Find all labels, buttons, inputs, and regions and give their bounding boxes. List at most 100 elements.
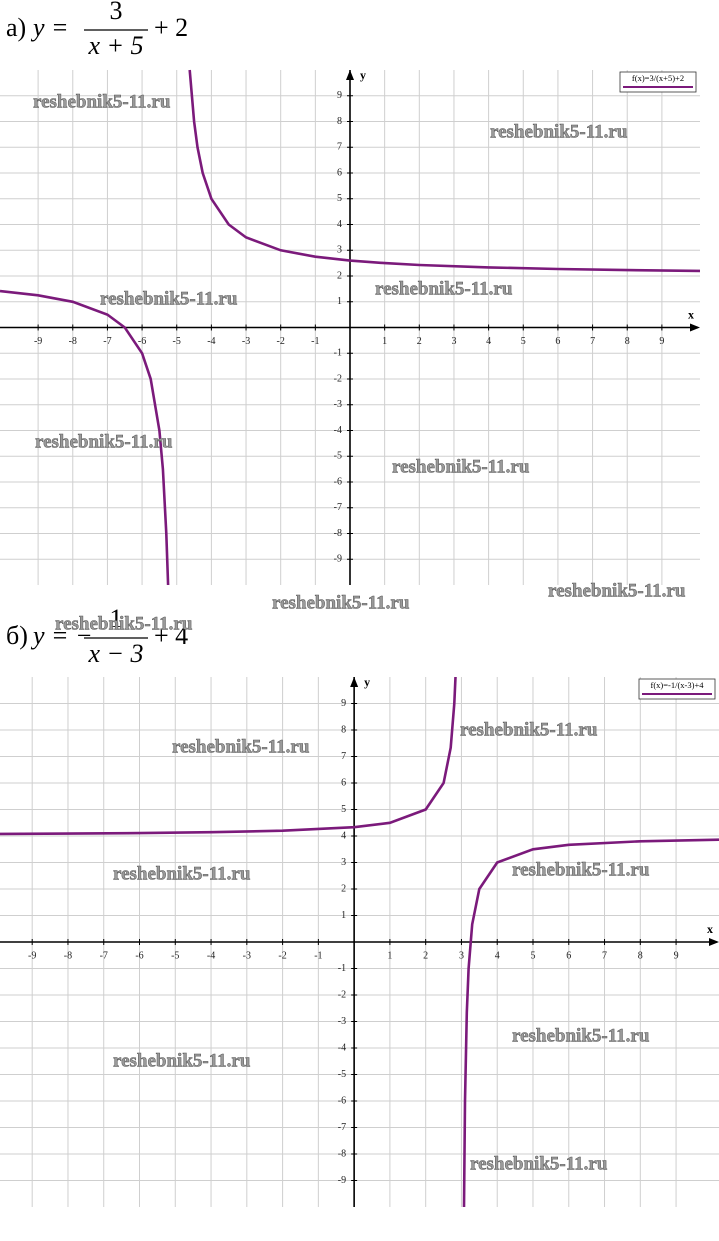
y-tick-label: -6 [334,476,342,487]
x-tick-label: 5 [521,336,526,347]
y-tick-label: 3 [341,857,346,868]
watermark: reshebnik5-11.ru [113,863,251,884]
x-tick-label: -4 [207,950,215,961]
x-tick-label: 1 [387,950,392,961]
x-tick-label: 8 [625,336,630,347]
function-curve [0,676,719,1208]
x-tick-label: 2 [423,950,428,961]
y-tick-label: 9 [337,90,342,101]
y-tick-label: 7 [341,751,346,762]
x-tick-label: -8 [64,950,72,961]
y-tick-label: 6 [337,167,342,178]
watermark: reshebnik5-11.ru [113,1050,251,1071]
x-tick-label: 9 [659,336,664,347]
x-tick-label: 1 [382,336,387,347]
y-tick-label: -8 [334,528,342,539]
formula-numerator: 3 [110,0,123,25]
y-tick-label: 1 [337,296,342,307]
y-tick-label: -4 [338,1042,346,1053]
watermark: reshebnik5-11.ru [512,859,650,880]
y-tick-label: -5 [338,1069,346,1080]
x-tick-label: -8 [69,336,77,347]
x-tick-label: 9 [674,950,679,961]
y-tick-label: -4 [334,425,342,436]
x-axis-label: x [707,922,713,936]
y-axis-label: y [364,675,370,689]
x-tick-label: 7 [590,336,595,347]
x-tick-label: -2 [278,950,286,961]
formula-label: б) [6,621,28,650]
x-tick-label: -7 [103,336,111,347]
x-tick-label: -2 [277,336,285,347]
formula-rest: + 4 [154,621,188,650]
y-tick-label: 1 [341,910,346,921]
formula-numerator: 1 [110,604,123,633]
y-axis-arrow [346,70,354,80]
x-tick-label: 7 [602,950,607,961]
y-tick-label: -2 [338,989,346,1000]
x-tick-label: -3 [242,336,250,347]
y-tick-label: -8 [338,1148,346,1159]
x-tick-label: -4 [207,336,215,347]
y-tick-label: -6 [338,1095,346,1106]
y-tick-label: -1 [334,348,342,359]
y-tick-label: 5 [337,193,342,204]
y-tick-label: 3 [337,245,342,256]
y-axis-arrow [350,677,359,687]
y-tick-label: 4 [341,830,346,841]
formula-lhs: y = − [30,621,93,650]
x-axis-arrow [709,938,719,946]
watermark: reshebnik5-11.ru [392,456,530,477]
x-axis-arrow [690,323,700,332]
x-tick-label: 6 [555,336,560,347]
y-tick-label: 9 [341,698,346,709]
x-tick-label: 3 [459,950,464,961]
y-tick-label: -9 [338,1175,346,1186]
y-tick-label: -3 [334,399,342,410]
watermark: reshebnik5-11.ru [100,288,238,309]
y-tick-label: 8 [341,724,346,735]
watermark: reshebnik5-11.ru [470,1153,608,1174]
y-tick-label: -3 [338,1016,346,1027]
legend-label: f(x)=3/(x+5)+2 [632,73,684,83]
watermark: reshebnik5-11.ru [55,613,193,634]
y-tick-label: 4 [337,219,342,230]
formula-label: а) [6,13,26,42]
y-tick-label: 2 [341,883,346,894]
watermark: reshebnik5-11.ru [375,278,513,299]
x-tick-label: -7 [100,950,108,961]
x-tick-label: -6 [135,950,143,961]
x-tick-label: 6 [566,950,571,961]
watermark: reshebnik5-11.ru [548,580,686,601]
watermark: reshebnik5-11.ru [490,121,628,142]
y-tick-label: -5 [334,451,342,462]
x-tick-label: -9 [28,950,36,961]
x-tick-label: 5 [530,950,535,961]
function-curve [0,69,701,586]
x-tick-label: -3 [243,950,251,961]
y-tick-label: 7 [337,142,342,153]
y-tick-label: -1 [338,963,346,974]
formula-rest: + 2 [154,13,188,42]
legend-label: f(x)=-1/(x-3)+4 [650,680,704,690]
watermark: reshebnik5-11.ru [35,431,173,452]
x-axis-label: x [688,307,694,321]
y-tick-label: -7 [338,1122,346,1133]
y-tick-label: 6 [341,777,346,788]
x-tick-label: -5 [173,336,181,347]
watermark: reshebnik5-11.ru [272,592,410,613]
x-tick-label: 2 [417,336,422,347]
formula-denominator: x − 3 [87,639,143,668]
y-tick-label: -7 [334,502,342,513]
x-tick-label: -5 [171,950,179,961]
watermark: reshebnik5-11.ru [512,1025,650,1046]
x-tick-label: -1 [314,950,322,961]
y-tick-label: 2 [337,270,342,281]
x-tick-label: 3 [451,336,456,347]
x-tick-label: -6 [138,336,146,347]
watermark: reshebnik5-11.ru [33,91,171,112]
x-tick-label: 4 [486,336,491,347]
y-tick-label: -9 [334,554,342,565]
x-tick-label: 8 [638,950,643,961]
